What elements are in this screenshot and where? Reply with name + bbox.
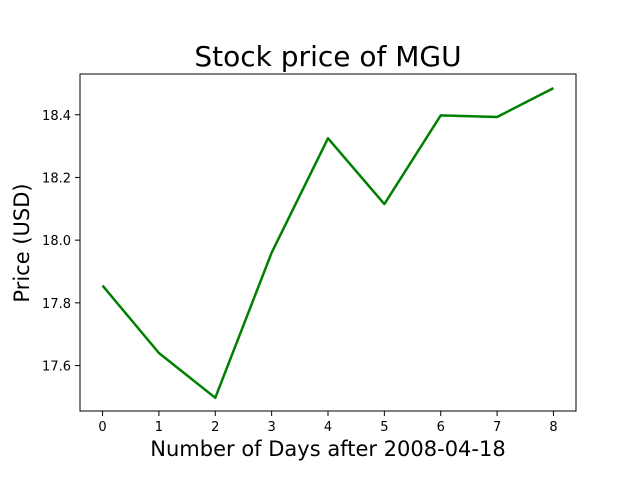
- y-tick-label: 17.6: [42, 360, 71, 375]
- x-tick-label: 5: [380, 420, 388, 435]
- x-axis-ticks: 0 1 2 3 4 5 6 7 8: [98, 411, 558, 435]
- x-tick-label: 8: [549, 420, 557, 435]
- x-tick-label: 6: [437, 420, 445, 435]
- x-tick-label: 7: [493, 420, 501, 435]
- x-tick-label: 2: [211, 420, 219, 435]
- y-tick-label: 17.8: [42, 297, 71, 312]
- x-tick-label: 4: [324, 420, 332, 435]
- x-axis-title: Number of Days after 2008-04-18: [150, 437, 505, 461]
- y-tick-label: 18.0: [42, 234, 71, 249]
- y-axis-ticks: 17.6 17.8 18.0 18.2 18.4: [42, 109, 80, 375]
- x-tick-label: 1: [155, 420, 163, 435]
- x-tick-label: 3: [267, 420, 275, 435]
- series-layer: [101, 86, 555, 400]
- series-line: [101, 86, 555, 400]
- y-axis-title: Price (USD): [10, 183, 34, 302]
- y-tick-label: 18.4: [42, 109, 71, 124]
- chart-title: Stock price of MGU: [194, 40, 461, 73]
- x-tick-label: 0: [98, 420, 106, 435]
- y-tick-label: 18.2: [42, 171, 71, 186]
- plot-frame: [79, 73, 577, 412]
